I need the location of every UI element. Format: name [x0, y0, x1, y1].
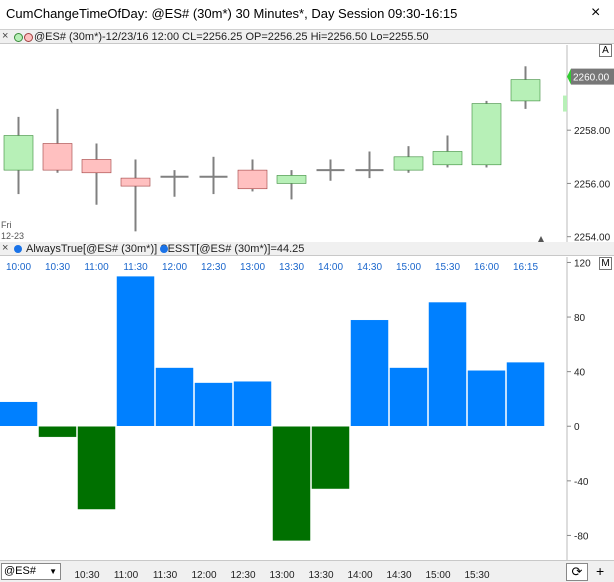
value-tick-label: 40: [574, 368, 586, 379]
category-label: 11:00: [84, 262, 109, 273]
category-label: 10:00: [6, 262, 31, 273]
close-indicator-pane-button[interactable]: ×: [2, 242, 9, 254]
value-tick-label: -80: [574, 531, 589, 542]
bar: [311, 425, 350, 490]
down-bar-color-icon[interactable]: [24, 33, 33, 42]
candle-down: [81, 159, 112, 174]
bar: [38, 425, 77, 438]
bar: [116, 275, 155, 427]
bar: [428, 301, 467, 427]
category-label: 12:00: [162, 262, 187, 273]
time-axis-label: 14:30: [386, 570, 412, 581]
current-price-box: [571, 68, 614, 85]
price-tick-label: 2258.00: [574, 126, 611, 137]
date-label: 12-23: [1, 231, 24, 241]
time-axis-label: 14:00: [347, 570, 373, 581]
bar: [194, 382, 233, 427]
current-price-pointer: [567, 68, 571, 85]
up-bar-color-icon[interactable]: [14, 33, 23, 42]
title-bar: CumChangeTimeOfDay: @ES# (30m*) 30 Minut…: [0, 0, 614, 30]
bottom-bar: @ES# ▼ 10:30 11:00 11:30 12:00 12:30 13:00 13:…: [0, 560, 614, 582]
day-label: Fri: [1, 220, 12, 230]
candle-up: [276, 175, 307, 184]
time-axis-label: 15:00: [425, 570, 451, 581]
category-label: 15:30: [435, 262, 460, 273]
candle-up: [3, 135, 34, 171]
category-label: 16:15: [513, 262, 538, 273]
candle-partial: [563, 95, 567, 112]
value-tick-label: 0: [574, 422, 580, 433]
bar: [77, 425, 116, 510]
time-axis-label: 12:30: [230, 570, 256, 581]
add-pane-button[interactable]: +: [596, 563, 605, 579]
candle-down: [237, 169, 268, 190]
category-label: 12:30: [201, 262, 226, 273]
category-label: 14:00: [318, 262, 343, 273]
symbol-value: @ES#: [4, 565, 36, 577]
candle-down: [120, 177, 151, 187]
price-pane-header: × @ES# (30m*)-12/23/16 12:00 CL=2256.25 …: [0, 30, 614, 44]
price-tick-label: 2256.00: [574, 179, 611, 190]
indicator-pane-header: × AlwaysTrue[@ES# (30m*)] SESST[@ES# (30…: [0, 242, 614, 256]
category-label: 10:30: [45, 262, 70, 273]
cum-change-bar-chart: 120 80 40 0 -40 -80 10:00 10:30 11:00 11:30 12:00 1…: [0, 257, 591, 560]
category-label: 15:00: [396, 262, 421, 273]
bar: [0, 401, 38, 427]
candle-up: [510, 79, 541, 102]
bar: [272, 425, 311, 542]
price-tick-label: 2254.00: [574, 233, 611, 242]
auto-scale-button[interactable]: A: [599, 44, 612, 57]
bar: [506, 361, 545, 427]
category-label: 13:00: [240, 262, 265, 273]
time-axis-label: 13:00: [269, 570, 295, 581]
value-tick-label: 80: [574, 313, 586, 324]
window-title: CumChangeTimeOfDay: @ES# (30m*) 30 Minut…: [6, 6, 458, 21]
time-axis-label: 12:00: [191, 570, 217, 581]
bar: [389, 367, 428, 427]
time-axis-label: 11:00: [113, 570, 139, 581]
bar: [350, 319, 389, 427]
scroll-marker-icon: [538, 236, 544, 242]
price-pane-info: @ES# (30m*)-12/23/16 12:00 CL=2256.25 OP…: [34, 31, 429, 43]
candle-up: [393, 156, 424, 171]
close-price-pane-button[interactable]: ×: [2, 30, 9, 42]
candle-up: [471, 103, 502, 166]
chevron-down-icon[interactable]: ▼: [49, 567, 57, 576]
candle-up: [432, 151, 463, 166]
current-price-label: 2260.00: [573, 73, 610, 84]
candle-down: [42, 143, 73, 171]
always-true-color-icon[interactable]: [14, 245, 22, 253]
close-window-button[interactable]: ×: [591, 4, 601, 21]
value-tick-label: -40: [574, 477, 589, 488]
category-label: 11:30: [123, 262, 148, 273]
bar: [467, 370, 506, 427]
indicator-scale-button[interactable]: M: [599, 257, 612, 270]
category-label: 16:00: [474, 262, 499, 273]
bar: [233, 380, 272, 427]
bar: [155, 367, 194, 427]
category-label: 14:30: [357, 262, 382, 273]
time-axis-label: 11:30: [152, 570, 178, 581]
sesst-color-icon[interactable]: [160, 245, 168, 253]
refresh-icon[interactable]: ⟳: [566, 563, 588, 581]
category-label: 13:30: [279, 262, 304, 273]
time-axis-label: 10:30: [74, 570, 100, 581]
time-axis-label: 15:30: [464, 570, 490, 581]
value-tick-label: 120: [574, 258, 591, 269]
time-axis-label: 13:30: [308, 570, 334, 581]
symbol-select[interactable]: @ES# ▼: [1, 563, 61, 580]
